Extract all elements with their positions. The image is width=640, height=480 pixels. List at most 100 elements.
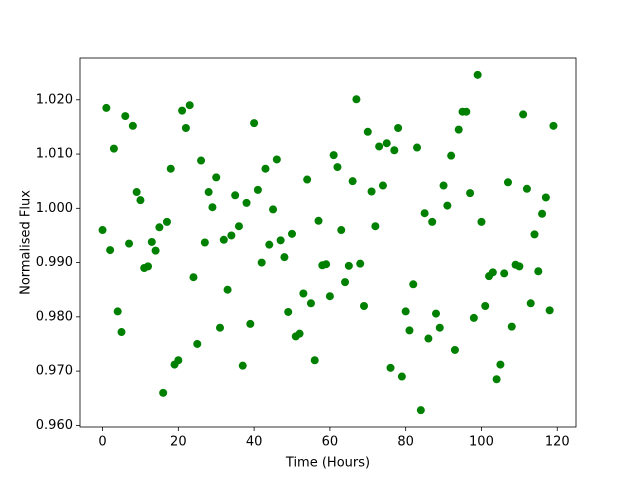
data-point — [109, 144, 118, 153]
x-tick-label: 20 — [170, 435, 187, 450]
y-tick-label: 0.960 — [36, 418, 73, 433]
data-point — [322, 260, 331, 269]
data-point — [431, 309, 440, 318]
data-point — [500, 269, 509, 278]
data-point — [435, 323, 444, 332]
x-tick-label: 60 — [322, 435, 339, 450]
data-point — [303, 175, 312, 184]
data-point — [193, 339, 202, 348]
y-tick-label: 0.970 — [36, 364, 73, 379]
data-point — [515, 262, 524, 271]
data-point — [147, 237, 156, 246]
data-point — [121, 112, 130, 121]
data-point — [367, 187, 376, 196]
data-point — [466, 189, 475, 198]
data-point — [473, 70, 482, 79]
data-point — [416, 406, 425, 415]
data-point — [378, 181, 387, 190]
y-axis-label: Normalised Flux — [19, 190, 34, 295]
data-point — [337, 226, 346, 235]
data-point — [314, 216, 323, 225]
data-point — [507, 322, 516, 331]
data-point — [265, 240, 274, 249]
data-point — [549, 121, 558, 130]
data-point — [522, 184, 531, 193]
data-point — [462, 107, 471, 116]
data-point — [352, 95, 361, 104]
data-point — [280, 253, 289, 262]
data-point — [185, 101, 194, 110]
y-tick-label: 0.990 — [36, 255, 73, 270]
data-point — [125, 239, 134, 248]
data-point — [530, 230, 539, 239]
data-point — [447, 151, 456, 160]
data-point — [409, 280, 418, 289]
data-point — [98, 226, 107, 235]
data-point — [375, 142, 384, 151]
data-point — [450, 345, 459, 354]
data-point — [492, 375, 501, 384]
data-point — [310, 356, 319, 365]
data-point — [413, 143, 422, 152]
data-point — [102, 103, 111, 112]
data-point — [212, 173, 221, 182]
data-point — [128, 121, 137, 130]
data-point — [219, 235, 228, 244]
data-point — [306, 299, 315, 308]
data-point — [200, 238, 209, 247]
data-point — [325, 292, 334, 301]
data-point — [443, 201, 452, 210]
data-point — [261, 164, 270, 173]
data-point — [223, 285, 232, 294]
data-point — [231, 191, 240, 200]
y-tick-label: 1.000 — [36, 201, 73, 216]
y-tick-label: 1.010 — [36, 147, 73, 162]
axes-frame — [79, 57, 577, 428]
data-point — [424, 334, 433, 343]
data-point — [106, 246, 115, 255]
data-point — [405, 326, 414, 335]
x-axis-label: Time (Hours) — [285, 456, 370, 471]
data-point — [162, 217, 171, 226]
data-point — [496, 360, 505, 369]
x-tick-label: 80 — [397, 435, 414, 450]
data-point — [181, 124, 190, 133]
data-point — [284, 307, 293, 316]
data-point — [269, 205, 278, 214]
data-point — [341, 278, 350, 287]
x-tick-label: 0 — [98, 435, 106, 450]
data-point — [394, 124, 403, 133]
data-point — [299, 289, 308, 298]
x-tick-label: 120 — [545, 435, 570, 450]
data-point — [276, 236, 285, 245]
data-point — [401, 307, 410, 316]
data-point — [545, 306, 554, 315]
data-point — [488, 268, 497, 277]
data-point — [481, 301, 490, 310]
data-point — [234, 222, 243, 231]
data-point — [166, 164, 175, 173]
x-tick-label: 40 — [246, 435, 263, 450]
data-point — [344, 261, 353, 270]
data-point — [208, 203, 217, 212]
data-point — [439, 181, 448, 190]
data-point — [242, 198, 251, 207]
data-point — [113, 307, 122, 316]
data-point — [272, 155, 281, 164]
data-point — [356, 259, 365, 268]
data-point — [155, 223, 164, 232]
data-point — [519, 110, 528, 119]
data-point — [386, 363, 395, 372]
data-point — [397, 372, 406, 381]
data-point — [469, 313, 478, 322]
data-point — [390, 146, 399, 155]
data-point — [151, 246, 160, 255]
data-point — [204, 188, 213, 197]
data-point — [371, 222, 380, 231]
data-point — [132, 188, 141, 197]
x-tick-label: 100 — [469, 435, 494, 450]
data-point — [503, 178, 512, 187]
